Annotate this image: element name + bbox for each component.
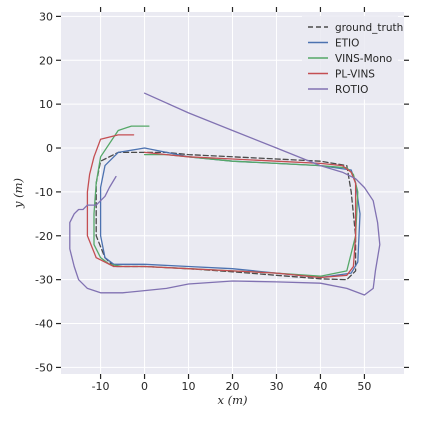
legend-label: ETIO	[335, 38, 359, 50]
y-axis-label: y (m)	[11, 178, 25, 209]
y-tick-label: 0	[46, 142, 53, 155]
y-tick-label: -30	[35, 274, 53, 287]
y-tick-label: -40	[35, 318, 53, 331]
y-tick-label: 10	[39, 98, 53, 111]
y-tick-label: 20	[39, 54, 53, 67]
legend-label: VINS-Mono	[335, 53, 392, 65]
series-line-ground-truth	[95, 151, 357, 281]
y-tick-label: -20	[35, 230, 53, 243]
x-tick-label: 40	[313, 380, 327, 393]
series-lines	[69, 92, 381, 296]
y-tick-label: -50	[35, 361, 53, 374]
x-tick-label: 20	[226, 380, 240, 393]
y-tick-label: -10	[35, 186, 53, 199]
legend: ground_truth ETIO VINS-Mono PL-VINS ROTIO	[302, 16, 403, 100]
x-tick-label: 30	[269, 380, 283, 393]
axis-ticks: -10 0 10 20 30 40 50 -50 -40 -30 -20 -10 0 10 20 30	[35, 7, 409, 393]
grid	[61, 12, 404, 374]
y-tick-label: 30	[39, 10, 53, 23]
x-tick-label: 50	[357, 380, 371, 393]
series-line-pl-vins	[86, 134, 357, 279]
x-tick-label: 0	[141, 380, 148, 393]
x-axis-label: x (m)	[217, 393, 247, 407]
series-line-rotio	[69, 92, 381, 296]
x-tick-label: 10	[182, 380, 196, 393]
x-tick-label: -10	[92, 380, 110, 393]
legend-label: ROTIO	[335, 84, 368, 96]
legend-label: ground_truth	[335, 22, 403, 34]
legend-label: PL-VINS	[335, 69, 375, 81]
